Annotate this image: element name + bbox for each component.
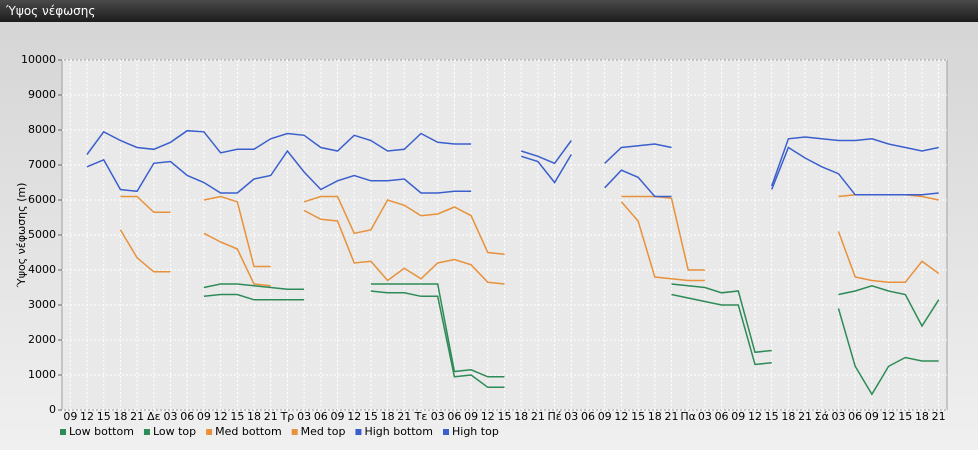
legend-swatch [143,429,150,435]
legend-label: High bottom [364,425,433,438]
x-tick-label: 12 [80,410,94,423]
x-tick-label: 09 [63,410,77,423]
x-tick-label: 15 [631,410,645,423]
legend-swatch [443,429,449,435]
legend-label: High top [452,425,499,438]
series-line [86,129,939,187]
legend-label: Low bottom [69,425,134,438]
x-tick-label: 18 [381,410,395,423]
x-tick-label: 06 [314,410,328,423]
x-tick-label: 03 [831,410,845,423]
x-tick-label: 09 [464,410,478,423]
legend-label: Low top [153,425,196,438]
y-tick-label: 2000 [28,333,56,346]
y-tick-label: 8000 [28,123,56,136]
x-tick-label: 15 [97,410,111,423]
x-tick-label: 12 [347,410,361,423]
x-tick-label: Πέ [547,410,561,423]
x-tick-label: 12 [748,410,762,423]
y-tick-label: 5000 [28,228,56,241]
x-tick-label: 18 [915,410,929,423]
x-tick-label: 12 [614,410,628,423]
y-tick-label: 7000 [28,158,56,171]
y-tick-label: 0 [49,403,56,416]
chart: 0 1000 2000 3000 4000 5000 6000 7000 8000 9000 100… [15,53,948,438]
y-tick-label: 1000 [28,368,56,381]
y-tick-label: 9000 [28,88,56,101]
y-axis-label: Ύψος νέφωσης (m) [15,183,28,289]
x-tick-label: 09 [731,410,745,423]
x-tick-label: Τρ [280,410,295,423]
legend-swatch [355,429,362,435]
x-tick-label: 06 [581,410,595,423]
x-tick-label: 21 [264,410,278,423]
legend-swatch [206,429,213,435]
x-tick-label: 21 [798,410,812,423]
x-tick-label: 03 [164,410,178,423]
x-tick-label: Δε [147,410,161,423]
series-line [203,290,939,396]
x-tick-label: Πα [680,410,696,423]
x-tick-label: 15 [898,410,912,423]
x-tick-label: 18 [648,410,662,423]
x-tick-label: 03 [431,410,445,423]
x-tick-label: 12 [481,410,495,423]
x-tick-label: 15 [364,410,378,423]
x-tick-label: 15 [230,410,244,423]
x-tick-label: 18 [514,410,528,423]
series-line [120,194,939,271]
x-tick-label: 06 [848,410,862,423]
x-tick-label: 21 [130,410,144,423]
x-tick-label: 09 [197,410,211,423]
x-tick-label: 21 [397,410,411,423]
x-tick-label: 06 [180,410,194,423]
x-tick-label: 18 [247,410,261,423]
series-line [119,201,940,287]
series-line [203,283,940,378]
x-tick-label: 21 [932,410,946,423]
x-tick-label: 21 [531,410,545,423]
x-tick-label: 18 [113,410,127,423]
x-tick-label: 09 [331,410,345,423]
y-tick-label: 3000 [28,298,56,311]
x-tick-label: 15 [765,410,779,423]
x-tick-label: 12 [882,410,896,423]
legend-label: Med bottom [215,425,282,438]
x-tick-label: Σά [815,410,829,423]
legend-swatch [60,429,66,435]
x-tick-label: 03 [297,410,311,423]
legend-label: Med top [301,425,346,438]
x-tick-label: 15 [498,410,512,423]
window-title: Ύψος νέφωσης [0,0,978,22]
x-tick-label: 06 [715,410,729,423]
x-tick-label: 18 [781,410,795,423]
x-tick-label: 03 [564,410,578,423]
x-tick-label: 21 [664,410,678,423]
x-tick-label: Τε [414,410,428,423]
y-tick-label: 4000 [28,263,56,276]
y-tick-label: 6000 [28,193,56,206]
x-tick-label: 06 [447,410,461,423]
x-tick-label: 03 [698,410,712,423]
y-tick-label: 10000 [21,53,56,66]
x-tick-label: 09 [598,410,612,423]
series-line [86,146,939,198]
x-tick-label: 09 [865,410,879,423]
x-tick-label: 12 [214,410,228,423]
legend-swatch [291,429,298,435]
